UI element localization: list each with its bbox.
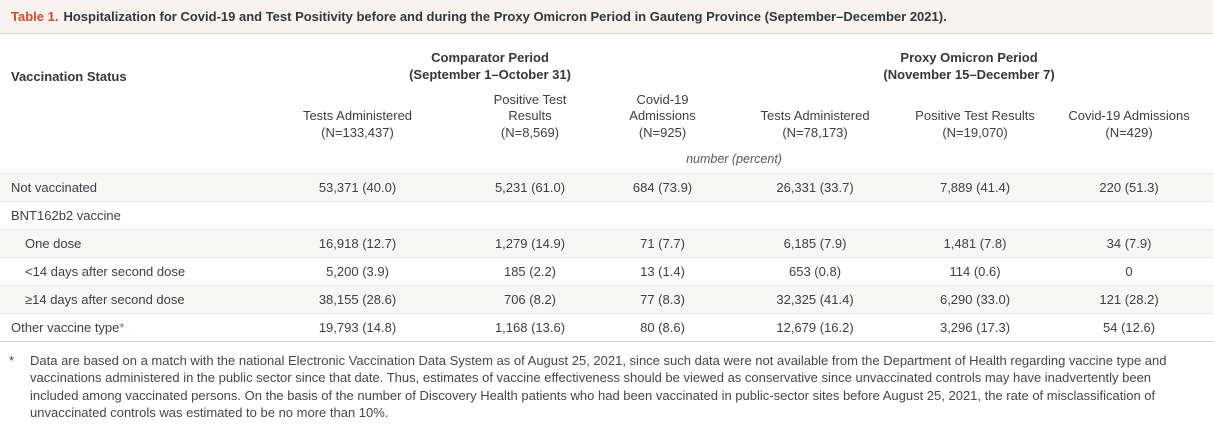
table-row-not-vaccinated: Not vaccinated 53,371 (40.0) 5,231 (61.0… [0,173,1213,202]
cell: 1,481 (7.8) [943,235,1007,251]
cell: 653 (0.8) [789,263,842,279]
cell [1045,201,1213,229]
footnote-text: Data are based on a match with the natio… [30,352,1167,421]
cell: 71 (7.7) [640,235,685,251]
cell: 114 (0.6) [949,263,1001,279]
cell: 6,290 (33.0) [939,291,1011,307]
cell: 5,231 (61.0) [494,179,566,195]
units-note: number (percent) [686,151,782,166]
cell: 706 (8.2) [503,291,557,307]
cell: 12,679 (16.2) [776,319,854,335]
cell [905,201,1045,229]
table-number: Table 1. [11,9,59,24]
row-header: Vaccination Status [11,69,127,84]
table-row-ge14-days-second-dose: ≥14 days after second dose 38,155 (28.6)… [0,285,1213,314]
column-header-spacer [0,86,255,149]
group-header-row: Vaccination Status Comparator Period (Se… [0,34,1213,86]
cell: 6,185 (7.9) [783,235,847,251]
group-comparator-period: Comparator Period (September 1–October 3… [409,50,571,83]
col-positive-tests-omicron: Positive Test Results (N=19,070) [915,108,1035,140]
cell: 185 (2.2) [503,263,557,279]
cell: 34 (7.9) [1106,235,1152,251]
footnote-marker-link: * [119,319,125,335]
row-label: ≥14 days after second dose [25,291,185,307]
row-label: Not vaccinated [11,179,97,195]
cell: 77 (8.3) [640,291,685,307]
column-header-row: Tests Administered (N=133,437) Positive … [0,86,1213,149]
row-label: One dose [25,235,82,251]
cell: 16,918 (12.7) [318,235,397,251]
table-row-bnt162b2-vaccine: BNT162b2 vaccine [0,201,1213,229]
cell [255,201,460,229]
cell: 80 (8.6) [640,319,685,335]
footnote-asterisk: * [9,352,15,368]
cell: 0 [1125,263,1133,279]
data-table: Vaccination Status Comparator Period (Se… [0,34,1213,342]
units-row: number (percent) [0,149,1213,174]
table-row-lt14-days-second-dose: <14 days after second dose 5,200 (3.9) 1… [0,257,1213,285]
cell: 19,793 (14.8) [318,319,397,335]
cell: 7,889 (41.4) [939,179,1011,195]
cell: 53,371 (40.0) [318,179,397,195]
table-title: Table 1. Hospitalization for Covid-19 and… [0,0,1213,34]
cell: 3,296 (17.3) [939,319,1011,335]
cell: 220 (51.3) [1099,179,1159,195]
table-row-other-vaccine-type: Other vaccine type* 19,793 (14.8) 1,168 … [0,313,1213,342]
col-tests-administered-comparator: Tests Administered (N=133,437) [302,108,413,140]
col-admissions-comparator: Covid-19 Admissions (N=925) [629,92,696,140]
cell: 54 (12.6) [1103,319,1156,335]
cell: 5,200 (3.9) [326,263,389,279]
cell [460,201,600,229]
group-proxy-omicron-period: Proxy Omicron Period (November 15–Decemb… [883,50,1055,83]
cell [600,201,725,229]
row-label: <14 days after second dose [25,263,186,279]
cell: 684 (73.9) [632,179,693,195]
cell: 38,155 (28.6) [318,291,397,307]
cell: 32,325 (41.4) [776,291,854,307]
col-positive-tests-comparator: Positive Test Results (N=8,569) [493,92,567,140]
cell: 13 (1.4) [640,263,685,279]
cell: 1,279 (14.9) [494,235,566,251]
table-footnote: * Data are based on a match with the nat… [0,342,1213,422]
row-label: Other vaccine type* [11,319,125,335]
table-row-one-dose: One dose 16,918 (12.7) 1,279 (14.9) 71 (… [0,229,1213,258]
col-admissions-omicron: Covid-19 Admissions (N=429) [1068,108,1190,140]
cell [725,201,905,229]
row-label: BNT162b2 vaccine [11,207,121,223]
col-tests-administered-omicron: Tests Administered (N=78,173) [760,108,870,140]
table-title-text: Hospitalization for Covid-19 and Test Po… [63,9,947,24]
cell: 121 (28.2) [1099,291,1159,307]
cell: 26,331 (33.7) [776,179,854,195]
cell: 1,168 (13.6) [494,319,566,335]
